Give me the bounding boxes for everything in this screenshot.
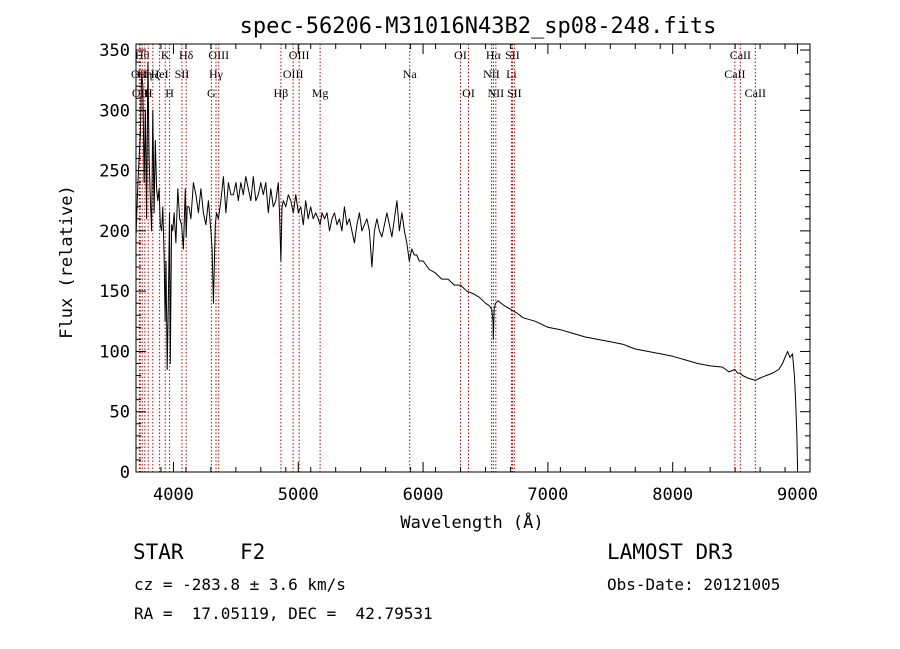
spectral-line-label: Hβ bbox=[274, 86, 289, 100]
spectral-line-label: CaII bbox=[730, 48, 751, 62]
x-tick-label: 4000 bbox=[153, 485, 194, 505]
spectral-line-label: Hδ bbox=[179, 48, 194, 62]
spectral-line-label: Hζ bbox=[146, 67, 160, 81]
spectral-line-label: Hγ bbox=[209, 67, 224, 81]
spectral-line-label: G bbox=[207, 86, 216, 100]
y-tick-label: 150 bbox=[99, 282, 130, 302]
x-tick-label: 8000 bbox=[652, 485, 693, 505]
spectral-line-label: Na bbox=[403, 67, 418, 81]
chart-title: spec-56206-M31016N43B2_sp08-248.fits bbox=[240, 14, 717, 39]
spectrum-line bbox=[135, 61, 798, 467]
x-axis-label: Wavelength (Å) bbox=[400, 511, 543, 533]
y-tick-label: 350 bbox=[99, 41, 130, 61]
spectral-line-label: SII bbox=[505, 48, 520, 62]
sky-coordinates: RA = 17.05119, DEC = 42.79531 bbox=[134, 604, 433, 623]
spectral-line-label: Hθ bbox=[135, 48, 150, 62]
x-tick-label: 5000 bbox=[278, 485, 319, 505]
survey-name: LAMOST DR3 bbox=[607, 540, 734, 564]
spectral-line-label: OI bbox=[462, 86, 475, 100]
y-tick-label: 300 bbox=[99, 101, 130, 121]
spectral-line-label: Li bbox=[506, 67, 517, 81]
redshift-value: cz = -283.8 ± 3.6 km/s bbox=[134, 575, 346, 594]
spectral-line-label: Hα bbox=[486, 48, 502, 62]
spectral-line-label: CaII bbox=[745, 86, 766, 100]
spectral-line-label: SII bbox=[175, 67, 190, 81]
spectral-line-label: OI bbox=[454, 48, 467, 62]
spectral-line-label: SII bbox=[507, 86, 522, 100]
y-axis-label: Flux (relative) bbox=[57, 185, 77, 339]
plot-area: OIIOIIHθHηHHζHeIKHSIIHδGHγOIIIHβOIIIOIII… bbox=[99, 41, 818, 505]
spectral-line-label: NII bbox=[488, 86, 505, 100]
spectral-line-label: Mg bbox=[312, 86, 329, 100]
y-tick-label: 100 bbox=[99, 342, 130, 362]
y-tick-label: 0 bbox=[120, 463, 130, 483]
spectral-line-label: K bbox=[161, 48, 170, 62]
spectral-line-label: OIII bbox=[208, 48, 229, 62]
x-tick-label: 9000 bbox=[777, 485, 818, 505]
x-tick-label: 7000 bbox=[527, 485, 568, 505]
spectral-line-label: NII bbox=[483, 67, 500, 81]
y-tick-label: 50 bbox=[110, 403, 130, 423]
object-subclass: F2 bbox=[240, 540, 266, 564]
object-class: STAR bbox=[133, 540, 184, 564]
spectral-line-label: OIII bbox=[289, 48, 310, 62]
y-tick-label: 250 bbox=[99, 162, 130, 182]
spectral-line-label: HeI bbox=[151, 67, 169, 81]
spectral-line-label: CaII bbox=[724, 67, 745, 81]
y-tick-label: 200 bbox=[99, 222, 130, 242]
spectral-line-label: H bbox=[165, 86, 174, 100]
plot-frame bbox=[135, 43, 811, 473]
observation-date: Obs-Date: 20121005 bbox=[607, 575, 781, 594]
x-tick-label: 6000 bbox=[403, 485, 444, 505]
spectral-line-label: OIII bbox=[283, 67, 304, 81]
